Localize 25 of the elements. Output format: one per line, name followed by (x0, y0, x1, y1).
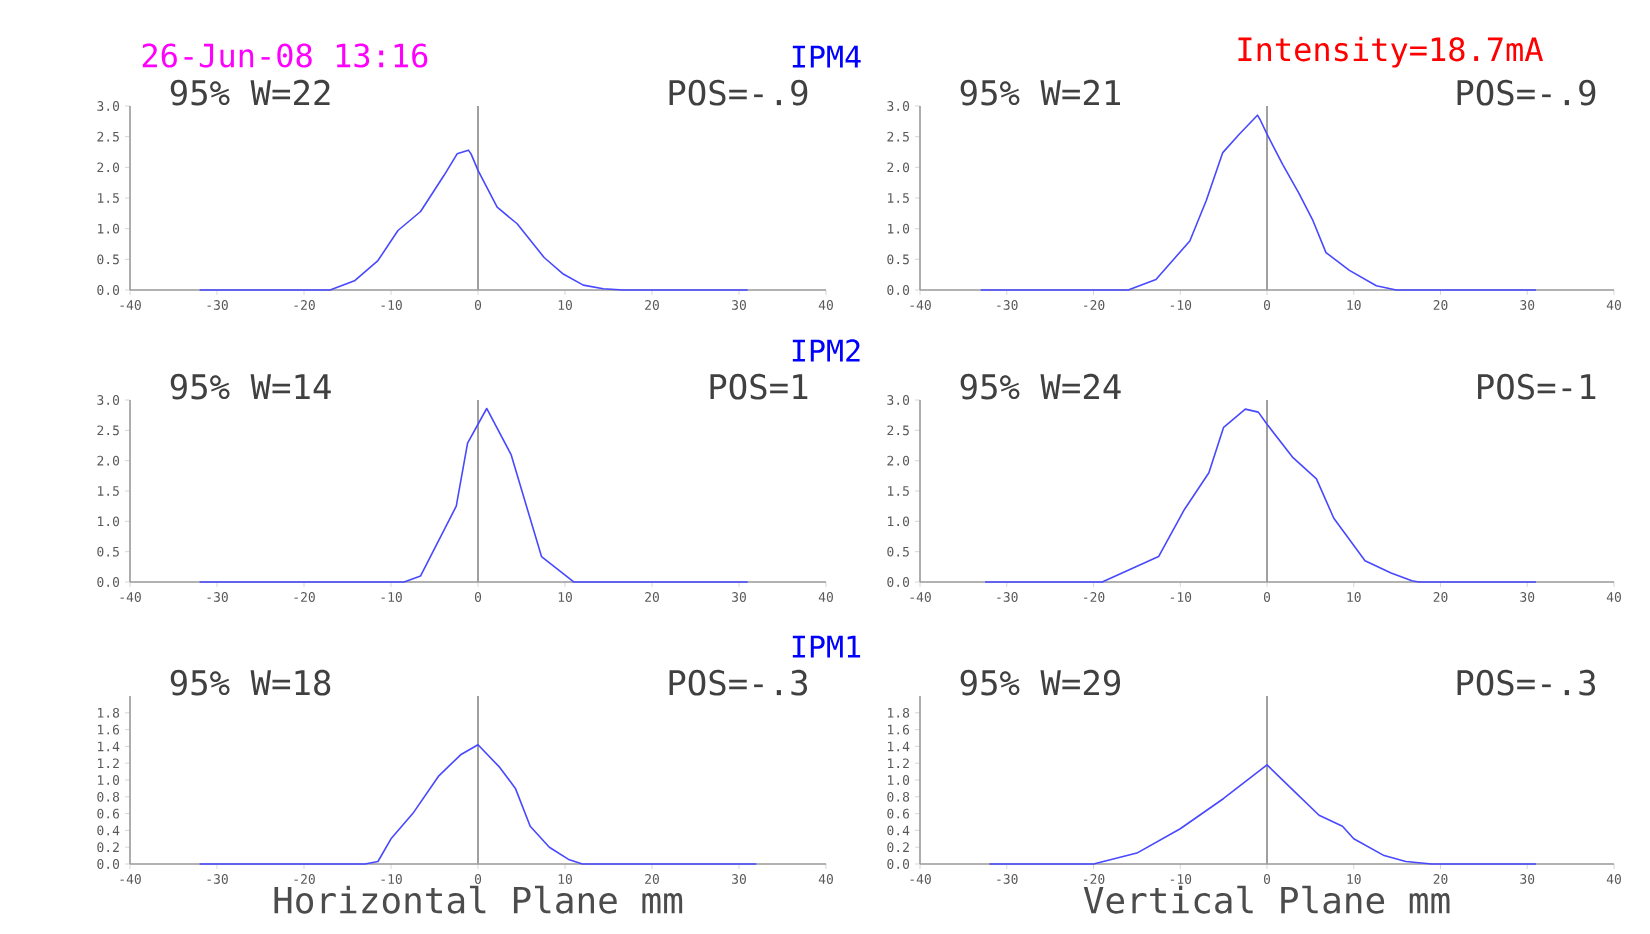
text: POS=-1 (1478, 373, 1596, 400)
text: 95% W=22 (170, 79, 330, 106)
text: 95% W=29 (960, 669, 1121, 696)
text: POS=1 (710, 373, 808, 400)
text: 95% W=14 (170, 373, 331, 400)
x-axis-title: Horizontal Plane mm (274, 885, 683, 914)
chart-title: IPM4 (792, 45, 861, 68)
line-series (984, 408, 1537, 583)
chart-subtitle: Intensity=18.7mA (1238, 36, 1543, 68)
chart-title: IPM2 (792, 339, 860, 362)
chart-title: IPM1 (792, 635, 861, 658)
line-series (198, 407, 749, 583)
line-series (979, 114, 1537, 291)
text: 95% W=18 (170, 669, 331, 696)
text: 95% W=24 (960, 373, 1121, 400)
text: POS=-.3 (669, 669, 808, 696)
text: POS=-.3 (1457, 669, 1596, 696)
x-axis-title: Vertical Plane mm (1083, 885, 1450, 914)
text: POS=-.9 (1457, 79, 1596, 106)
line-series (988, 764, 1537, 865)
line-series (198, 743, 758, 865)
text: 95% W=21 (960, 79, 1121, 106)
chart-subtitle: 26-Jun-08 13:16 (142, 43, 428, 68)
text: POS=-.9 (669, 79, 808, 106)
line-series (198, 149, 749, 291)
